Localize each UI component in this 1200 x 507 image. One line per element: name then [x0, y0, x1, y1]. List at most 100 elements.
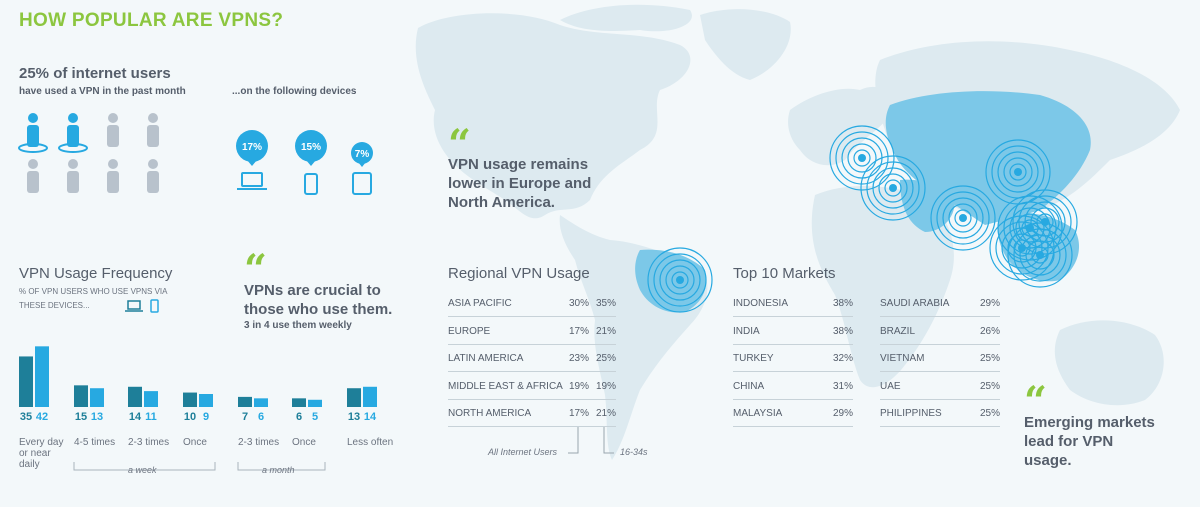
person-icon: [18, 113, 48, 153]
bar-value: 9: [202, 411, 210, 423]
bar-value: 35: [19, 411, 33, 423]
device-value-laptop: 17%: [242, 142, 262, 153]
bar-value: 13: [347, 411, 361, 423]
market-row: TURKEY 32%: [733, 345, 853, 372]
category-label: 2-3 times: [128, 437, 170, 448]
market-value: 38%: [833, 325, 854, 337]
market-row: BRAZIL 26%: [880, 318, 1000, 345]
region-all-users: 17%: [569, 325, 590, 337]
market-name: VIETNAM: [880, 353, 925, 364]
market-name: PHILIPPINES: [880, 408, 942, 419]
market-row: PHILIPPINES 25%: [880, 400, 1000, 427]
bar-value: 6: [295, 411, 303, 423]
table-row: LATIN AMERICA 23% 25%: [448, 345, 616, 372]
bar: [363, 386, 377, 407]
market-name: INDONESIA: [733, 298, 789, 309]
market-row: INDIA 38%: [733, 318, 853, 345]
bar-value: 14: [363, 411, 377, 423]
region-all-users: 23%: [569, 353, 590, 364]
bar-value: 6: [257, 411, 265, 423]
market-name: MALAYSIA: [733, 408, 783, 419]
region-all-users: 17%: [569, 408, 590, 419]
quote-crucial: VPNs are crucial to those who use them.: [244, 282, 393, 318]
market-row: VIETNAM 25%: [880, 345, 1000, 372]
person-icon: [27, 159, 39, 193]
device-bubble-phone: 15%: [295, 130, 327, 195]
frequency-bars: [19, 346, 377, 471]
person-icon: [107, 159, 119, 193]
market-name: SAUDI ARABIA: [880, 298, 950, 309]
region-name: MIDDLE EAST & AFRICA: [448, 380, 563, 392]
bar: [74, 385, 88, 407]
market-name: UAE: [880, 380, 901, 392]
stat-subtext: have used a VPN in the past month: [19, 86, 186, 97]
bar: [90, 388, 104, 407]
market-row: SAUDI ARABIA 29%: [880, 290, 1000, 317]
market-circles: [647, 125, 1078, 313]
bar: [144, 391, 158, 407]
phone-icon: [304, 173, 318, 195]
laptop-icon: [125, 300, 143, 312]
bar: [183, 392, 197, 407]
market-name: INDIA: [733, 325, 760, 337]
bar: [238, 396, 252, 407]
page-title: HOW POPULAR ARE VPNS?: [19, 10, 284, 31]
region-all-users: 30%: [569, 298, 590, 309]
device-value-tablet: 7%: [355, 149, 370, 160]
market-value: 32%: [833, 353, 854, 364]
group-label-month: a month: [262, 465, 295, 475]
market-row: UAE 25%: [880, 373, 1000, 400]
category-label: Every day or near daily: [19, 437, 64, 470]
market-row: INDONESIA 38%: [733, 290, 853, 317]
region-name: LATIN AMERICA: [448, 353, 524, 364]
legend-16-34: 16-34s: [620, 447, 648, 457]
bar-value: 5: [311, 411, 319, 423]
quote-mark-icon: “: [244, 246, 268, 293]
region-16-34: 35%: [596, 298, 617, 309]
region-name: ASIA PACIFIC: [448, 298, 512, 309]
table-row: MIDDLE EAST & AFRICA 19% 19%: [448, 373, 616, 400]
bar: [292, 398, 306, 407]
frequency-legend-icons: [125, 299, 159, 313]
bar: [128, 386, 142, 407]
quote-mark-icon: “: [448, 121, 472, 168]
region-16-34: 25%: [596, 353, 617, 364]
category-label: Less often: [347, 437, 394, 448]
category-label: Once: [183, 437, 207, 448]
market-dots: [676, 154, 1049, 284]
bar: [308, 399, 322, 407]
market-value: 31%: [833, 380, 854, 392]
region-all-users: 19%: [569, 380, 590, 392]
market-row: CHINA 31%: [733, 373, 853, 400]
market-name: CHINA: [733, 380, 765, 392]
bar: [199, 394, 213, 407]
market-value: 29%: [833, 408, 854, 419]
frequency-subtitle: % OF VPN USERS WHO USE VPNS VIA THESE DE…: [19, 287, 168, 310]
quote-crucial-sub: 3 in 4 use them weekly: [244, 320, 352, 331]
device-bubble-tablet: 7%: [351, 142, 373, 195]
group-bracket: [237, 462, 326, 471]
category-label: Once: [292, 437, 316, 448]
bar: [35, 346, 49, 407]
category-label: 4-5 times: [74, 437, 116, 448]
frequency-chart: 35 42 Every day or near daily 15 13 4-5 times…: [0, 0, 420, 507]
market-value: 38%: [833, 298, 854, 309]
group-label-week: a week: [128, 465, 157, 475]
bar: [19, 356, 33, 407]
device-bubble-laptop: 17%: [236, 130, 268, 190]
quote-mark-icon: “: [1024, 378, 1048, 425]
bar-value: 13: [90, 411, 104, 423]
person-icon: [107, 113, 119, 147]
market-value: 25%: [980, 380, 1001, 392]
region-name: EUROPE: [448, 325, 491, 337]
frequency-title: VPN Usage Frequency: [19, 265, 173, 282]
bar: [347, 388, 361, 407]
region-name: NORTH AMERICA: [448, 408, 532, 419]
regional-title: Regional VPN Usage: [448, 265, 590, 282]
person-icon: [58, 113, 88, 153]
table-row: ASIA PACIFIC 30% 35%: [448, 290, 616, 317]
region-16-34: 19%: [596, 380, 617, 392]
laptop-icon: [237, 172, 267, 190]
group-bracket: [73, 462, 216, 471]
